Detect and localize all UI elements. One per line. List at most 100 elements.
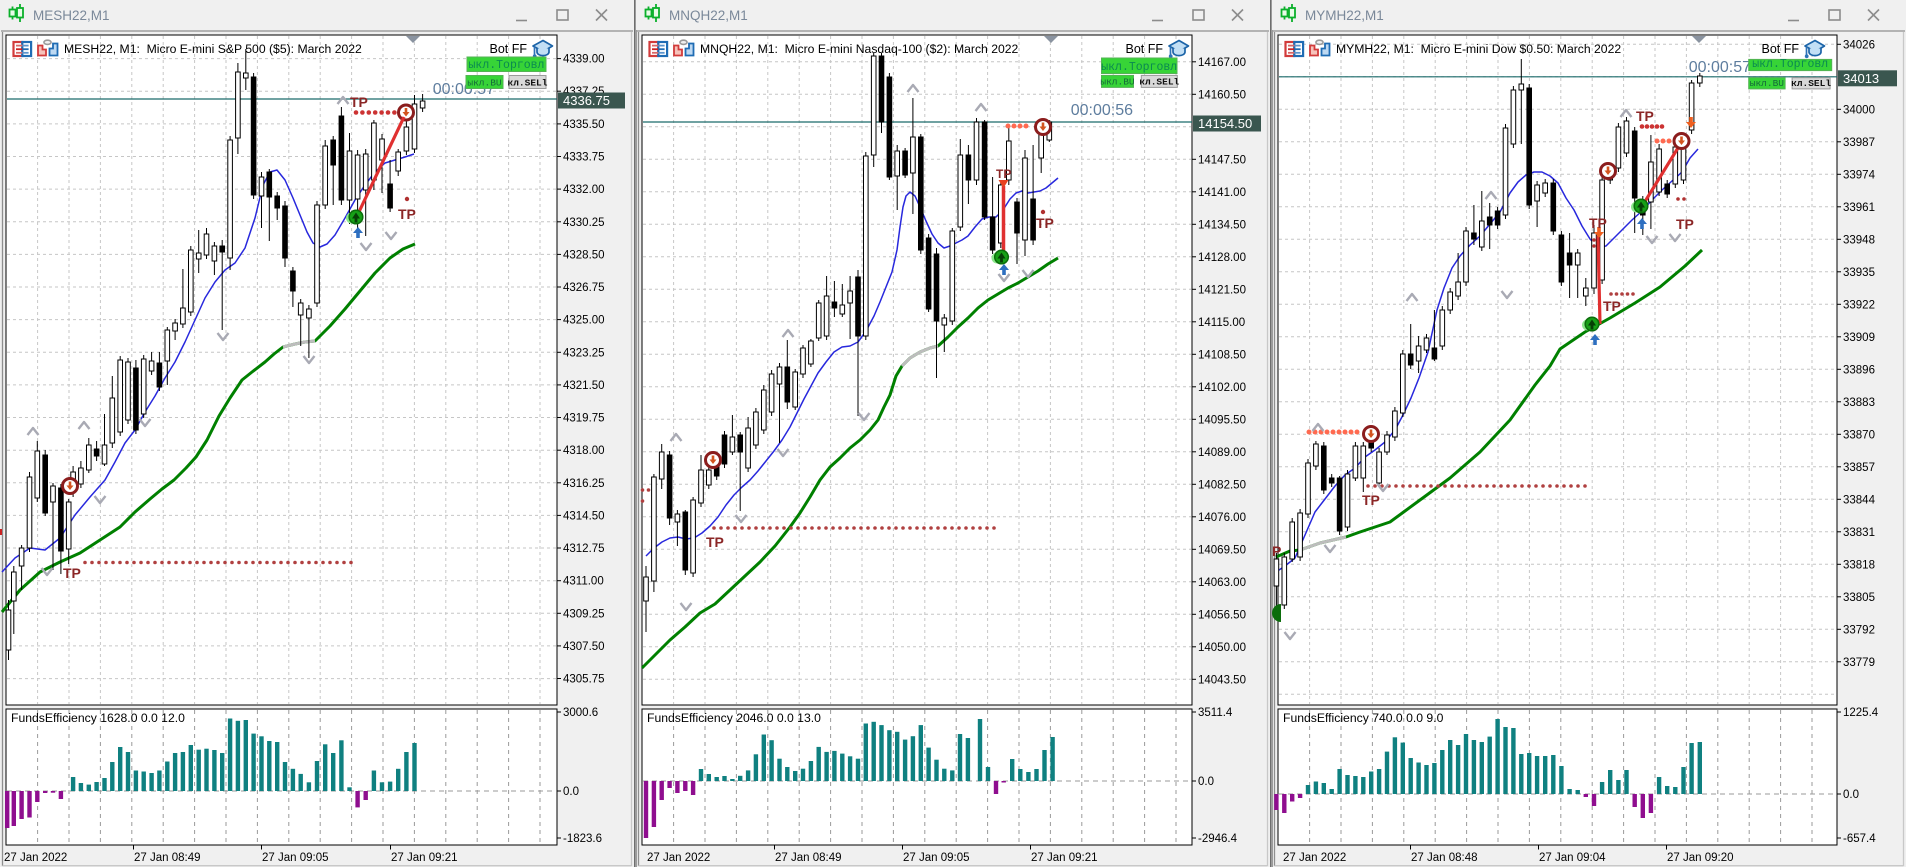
svg-text:14167.00: 14167.00 [1198,57,1246,69]
svg-text:0.0: 0.0 [1198,776,1214,788]
svg-text:кл.SELl: кл.SELl [508,78,548,89]
svg-text:27 Jan 09:20: 27 Jan 09:20 [1667,852,1734,864]
svg-text:TP: TP [1636,108,1654,124]
svg-text:27 Jan 09:21: 27 Jan 09:21 [1031,852,1098,864]
svg-text:кл.SELl: кл.SELl [1139,76,1179,87]
svg-text:14128.00: 14128.00 [1198,252,1246,264]
svg-text:FundsEfficiency 740.0 0.0 9.0: FundsEfficiency 740.0 0.0 9.0 [1283,711,1444,725]
svg-text:4328.50: 4328.50 [563,249,605,261]
svg-text:33779: 33779 [1843,657,1875,669]
svg-text:ыкл.BU: ыкл.BU [1750,78,1785,89]
svg-text:4305.75: 4305.75 [563,674,605,686]
svg-text:-657.4: -657.4 [1843,833,1876,845]
svg-text:4330.25: 4330.25 [563,217,605,229]
svg-text:0.0: 0.0 [1843,789,1859,801]
svg-text:27 Jan 08:49: 27 Jan 08:49 [134,852,201,864]
svg-text:27 Jan 09:05: 27 Jan 09:05 [903,852,970,864]
svg-text:00:00:56: 00:00:56 [1071,102,1133,119]
svg-text:4333.75: 4333.75 [563,152,605,164]
svg-text:14108.50: 14108.50 [1198,349,1246,361]
svg-text:-1823.6: -1823.6 [563,833,602,845]
svg-text:14115.00: 14115.00 [1198,317,1245,329]
svg-text:ыкл.BU: ыкл.BU [1100,76,1135,87]
svg-text:ыкл.BU: ыкл.BU [467,78,502,89]
svg-text:27 Jan 08:48: 27 Jan 08:48 [1411,852,1478,864]
svg-text:14154.50: 14154.50 [1198,116,1252,131]
svg-text:4326.75: 4326.75 [563,282,605,294]
svg-text:33857: 33857 [1843,462,1875,474]
svg-text:4318.00: 4318.00 [563,445,605,457]
svg-text:27 Jan 09:05: 27 Jan 09:05 [262,852,329,864]
svg-text:34013: 34013 [1843,71,1879,86]
svg-text:14134.50: 14134.50 [1198,219,1246,231]
svg-text:TP: TP [350,94,368,110]
svg-text:MNQH22,M1: MNQH22,M1 [669,8,748,23]
svg-text:33922: 33922 [1843,299,1875,311]
svg-text:27 Jan 2022: 27 Jan 2022 [1283,852,1346,864]
svg-text:TP: TP [1676,216,1694,232]
svg-text:33792: 33792 [1843,624,1875,636]
svg-text:TP: TP [63,565,81,581]
svg-text:ыкл.Торговл: ыкл.Торговл [1101,61,1177,74]
svg-text:MYMH22,M1: MYMH22,M1 [1305,8,1384,23]
svg-text:-2946.4: -2946.4 [1198,833,1238,845]
svg-text:33896: 33896 [1843,364,1875,376]
svg-text:33935: 33935 [1843,267,1875,279]
svg-text:MESH22, M1: Micro E-mini S&P: MESH22, M1: Micro E-mini S&P 500 ($5): M… [64,42,362,56]
svg-text:33844: 33844 [1843,494,1876,506]
svg-text:14050.00: 14050.00 [1198,642,1246,654]
svg-text:33870: 33870 [1843,429,1875,441]
svg-text:14141.00: 14141.00 [1198,187,1246,199]
svg-text:TP: TP [398,206,416,222]
svg-text:0.0: 0.0 [563,786,579,798]
svg-text:14082.50: 14082.50 [1198,479,1246,491]
svg-text:4314.50: 4314.50 [563,510,605,522]
svg-text:27 Jan 09:21: 27 Jan 09:21 [391,852,458,864]
svg-text:27 Jan 2022: 27 Jan 2022 [4,852,67,864]
svg-text:33961: 33961 [1843,202,1875,214]
svg-text:1225.4: 1225.4 [1843,707,1879,719]
svg-text:4321.50: 4321.50 [563,380,605,392]
svg-text:33948: 33948 [1843,234,1875,246]
svg-text:14095.50: 14095.50 [1198,414,1246,426]
svg-text:33987: 33987 [1843,137,1875,149]
svg-text:Bot FF: Bot FF [1761,42,1799,56]
svg-text:4312.75: 4312.75 [563,543,605,555]
svg-text:TP: TP [706,534,724,550]
svg-text:14089.00: 14089.00 [1198,447,1246,459]
svg-text:33818: 33818 [1843,559,1875,571]
svg-text:4335.50: 4335.50 [563,119,605,131]
svg-text:MESH22,M1: MESH22,M1 [33,8,110,23]
svg-text:ыкл.Торговл: ыкл.Торговл [469,59,545,72]
svg-text:Bot FF: Bot FF [1125,42,1163,56]
svg-text:14160.50: 14160.50 [1198,89,1246,101]
svg-text:27 Jan 09:04: 27 Jan 09:04 [1539,852,1606,864]
svg-text:33805: 33805 [1843,592,1875,604]
svg-text:4311.00: 4311.00 [563,576,604,588]
svg-text:27 Jan 08:49: 27 Jan 08:49 [775,852,842,864]
svg-text:14121.50: 14121.50 [1198,284,1246,296]
svg-text:14063.00: 14063.00 [1198,577,1246,589]
svg-text:FundsEfficiency 1628.0 0.0 12.: FundsEfficiency 1628.0 0.0 12.0 [11,711,185,725]
svg-text:4339.00: 4339.00 [563,54,605,66]
svg-text:14043.50: 14043.50 [1198,674,1246,686]
svg-text:TP: TP [1036,215,1054,231]
svg-text:4325.00: 4325.00 [563,315,605,327]
svg-text:Bot FF: Bot FF [489,42,527,56]
svg-text:4319.75: 4319.75 [563,413,605,425]
svg-text:4316.25: 4316.25 [563,478,605,490]
svg-text:33909: 33909 [1843,332,1875,344]
svg-text:4332.00: 4332.00 [563,184,605,196]
svg-text:MNQH22, M1: Micro E-mini Nasd: MNQH22, M1: Micro E-mini Nasdaq-100 ($2)… [700,42,1019,56]
svg-text:14102.00: 14102.00 [1198,382,1246,394]
svg-text:TP: TP [1603,298,1621,314]
svg-text:MYMH22, M1: Micro E-mini Dow: MYMH22, M1: Micro E-mini Dow $0.50: Marc… [1336,42,1621,56]
svg-text:FundsEfficiency 2046.0 0.0 13.: FundsEfficiency 2046.0 0.0 13.0 [647,711,821,725]
svg-text:33974: 33974 [1843,169,1876,181]
svg-text:P: P [1272,543,1281,559]
svg-text:00:00:57: 00:00:57 [1689,59,1751,76]
svg-text:4336.75: 4336.75 [563,93,610,108]
svg-text:27 Jan 2022: 27 Jan 2022 [647,852,710,864]
svg-text:4323.25: 4323.25 [563,347,605,359]
svg-text:TP: TP [996,167,1011,181]
